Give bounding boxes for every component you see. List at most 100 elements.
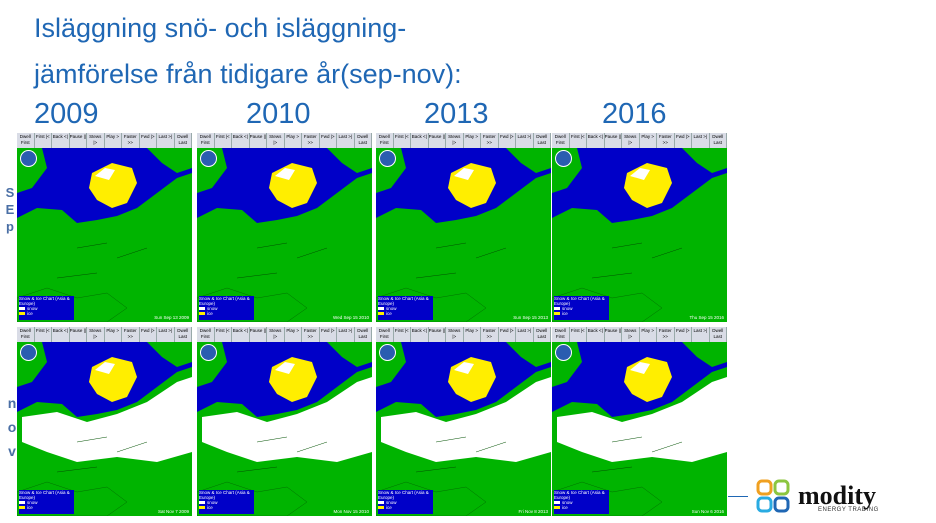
toolbar-button[interactable]: Play > [464,327,481,342]
toolbar-button[interactable]: Stews |> [622,133,640,148]
toolbar-button[interactable]: Faster >> [302,327,320,342]
toolbar-button[interactable]: First |< [215,133,232,148]
toolbar-button[interactable]: Dwell First [17,327,35,342]
chart-date: Sun Nov 6 2016 [691,509,724,514]
toolbar-button[interactable]: First |< [570,327,587,342]
toolbar-button[interactable]: Last >| [516,327,534,342]
toolbar-button[interactable]: Dwell First [376,133,394,148]
legend-label-ice: ice [386,505,392,510]
toolbar-button[interactable]: Faster >> [122,133,140,148]
toolbar-button[interactable]: Back <| [52,133,70,148]
toolbar-button[interactable]: Fwd |> [675,133,692,148]
toolbar-button[interactable]: Last >| [337,327,355,342]
toolbar-button[interactable]: Last >| [516,133,534,148]
toolbar-button[interactable]: Stews |> [87,133,105,148]
noaa-logo-icon [200,344,217,361]
legend-label-ice: ice [386,311,392,316]
toolbar-button[interactable]: First |< [394,133,411,148]
toolbar-button[interactable]: Dwell Last [355,327,372,342]
modity-logo-icon [756,479,790,513]
toolbar-button[interactable]: Pause || [429,327,446,342]
toolbar-button[interactable]: Fwd |> [499,133,516,148]
toolbar-button[interactable]: Stews |> [267,133,285,148]
toolbar-button[interactable]: Pause || [605,133,622,148]
chart-panel-sep-2016: Dwell First First |< Back <| Pause || Stews … [552,133,727,322]
row-label-nov-letter: o [7,419,17,435]
toolbar-button[interactable]: Play > [105,133,122,148]
toolbar-button[interactable]: Back <| [587,133,605,148]
toolbar-button[interactable]: Faster >> [481,133,499,148]
toolbar-button[interactable]: Dwell First [376,327,394,342]
snow-ice-map [376,342,551,516]
toolbar-button[interactable]: Pause || [250,133,267,148]
toolbar-button[interactable]: Back <| [52,327,70,342]
toolbar-button[interactable]: Play > [640,133,657,148]
toolbar-button[interactable]: Faster >> [481,327,499,342]
toolbar-button[interactable]: Last >| [337,133,355,148]
legend-label-snow: snow [562,500,573,505]
toolbar-button[interactable]: Dwell First [552,133,570,148]
toolbar-button[interactable]: Last >| [692,133,710,148]
toolbar-button[interactable]: Dwell Last [534,133,551,148]
toolbar-button[interactable]: First |< [570,133,587,148]
toolbar-button[interactable]: Faster >> [122,327,140,342]
toolbar-button[interactable]: First |< [35,133,52,148]
toolbar-button[interactable]: Play > [464,133,481,148]
toolbar-button[interactable]: Last >| [692,327,710,342]
toolbar-button[interactable]: Fwd |> [140,327,157,342]
toolbar-button[interactable]: Dwell First [17,133,35,148]
toolbar-button[interactable]: Faster >> [657,327,675,342]
chart-legend-title: Snow & Ice Chart (Asia & Europe) [19,490,70,500]
toolbar-button[interactable]: Back <| [232,133,250,148]
modity-wordmark: modity [798,481,876,510]
toolbar-button[interactable]: Stews |> [267,327,285,342]
toolbar-button[interactable]: Last >| [157,327,175,342]
toolbar-button[interactable]: Back <| [232,327,250,342]
toolbar-button[interactable]: Stews |> [87,327,105,342]
toolbar-button[interactable]: Fwd |> [320,327,337,342]
toolbar-button[interactable]: Dwell Last [710,327,727,342]
toolbar-button[interactable]: Stews |> [622,327,640,342]
toolbar-button[interactable]: Play > [285,133,302,148]
toolbar-button[interactable]: Faster >> [302,133,320,148]
chart-panel-sep-2010: Dwell First First |< Back <| Pause || Stews … [197,133,372,322]
animation-toolbar: Dwell First First |< Back <| Pause || Stews … [197,133,372,148]
toolbar-button[interactable]: First |< [35,327,52,342]
toolbar-button[interactable]: Play > [640,327,657,342]
toolbar-button[interactable]: Pause || [70,327,87,342]
toolbar-button[interactable]: First |< [394,327,411,342]
toolbar-button[interactable]: Dwell Last [175,327,192,342]
snow-ice-map [17,342,192,516]
toolbar-button[interactable]: Fwd |> [140,133,157,148]
snow-ice-map [197,342,372,516]
slide-title-line1: Isläggning snö- och isläggning- [34,13,407,43]
toolbar-button[interactable]: Back <| [411,327,429,342]
toolbar-button[interactable]: Dwell Last [175,133,192,148]
slide-title-line2: jämförelse från tidigare år(sep-nov): [34,59,462,89]
toolbar-button[interactable]: Dwell Last [710,133,727,148]
toolbar-button[interactable]: Pause || [250,327,267,342]
toolbar-button[interactable]: Fwd |> [320,133,337,148]
toolbar-button[interactable]: Dwell Last [355,133,372,148]
toolbar-button[interactable]: Last >| [157,133,175,148]
toolbar-button[interactable]: Dwell First [552,327,570,342]
toolbar-button[interactable]: Fwd |> [675,327,692,342]
toolbar-button[interactable]: Dwell First [197,327,215,342]
toolbar-button[interactable]: Back <| [411,133,429,148]
toolbar-button[interactable]: Fwd |> [499,327,516,342]
animation-toolbar: Dwell First First |< Back <| Pause || Stews … [17,327,192,342]
toolbar-button[interactable]: Stews |> [446,133,464,148]
toolbar-button[interactable]: Dwell Last [534,327,551,342]
chart-legend: Snow & Ice Chart (Asia & Europe) snow ice [554,490,609,514]
toolbar-button[interactable]: Dwell First [197,133,215,148]
toolbar-button[interactable]: Play > [105,327,122,342]
toolbar-button[interactable]: Faster >> [657,133,675,148]
toolbar-button[interactable]: Stews |> [446,327,464,342]
toolbar-button[interactable]: Play > [285,327,302,342]
toolbar-button[interactable]: Pause || [605,327,622,342]
toolbar-button[interactable]: First |< [215,327,232,342]
noaa-logo-icon [379,150,396,167]
toolbar-button[interactable]: Pause || [429,133,446,148]
toolbar-button[interactable]: Back <| [587,327,605,342]
toolbar-button[interactable]: Pause || [70,133,87,148]
